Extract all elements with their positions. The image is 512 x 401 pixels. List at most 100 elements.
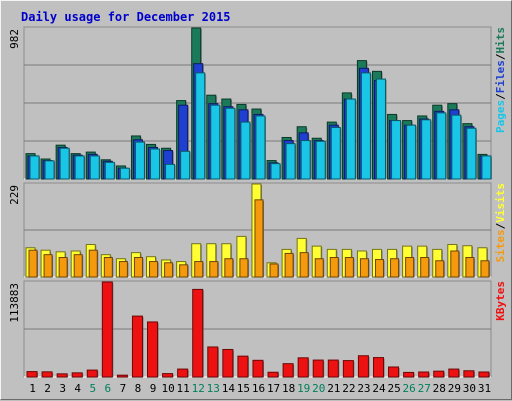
bar-kbytes-29 xyxy=(448,368,460,378)
x-label-day: 22 xyxy=(342,382,355,395)
x-label-day: 11 xyxy=(177,382,190,395)
bar-kbytes-15 xyxy=(237,355,249,378)
bar-sites-8 xyxy=(133,257,143,278)
bar-kbytes-8 xyxy=(131,315,143,378)
x-label-day: 15 xyxy=(237,382,250,395)
bar-kbytes-3 xyxy=(56,373,68,378)
axis-legend-top: Pages/Files/Hits xyxy=(494,27,507,133)
legend-separator: / xyxy=(494,222,507,229)
bar-sites-22 xyxy=(344,257,354,278)
legend-visits: Visits xyxy=(494,183,507,223)
x-label-day: 1 xyxy=(29,382,36,395)
bar-kbytes-2 xyxy=(41,371,53,378)
x-label-day: 25 xyxy=(387,382,400,395)
bar-sites-31 xyxy=(480,260,490,278)
bar-kbytes-23 xyxy=(357,355,369,378)
bar-pages-24 xyxy=(375,78,386,180)
bar-pages-16 xyxy=(255,115,266,180)
bar-pages-5 xyxy=(89,155,100,180)
bar-kbytes-7 xyxy=(116,374,128,378)
legend-separator: / xyxy=(494,93,507,100)
x-label-day: 28 xyxy=(433,382,446,395)
bar-kbytes-20 xyxy=(312,359,324,378)
bar-sites-4 xyxy=(73,254,83,278)
x-label-day: 26 xyxy=(403,382,416,395)
bar-pages-20 xyxy=(315,140,326,180)
bar-pages-6 xyxy=(104,161,115,180)
axis-legend-middle: Sites/Visits xyxy=(494,183,507,263)
bar-sites-16 xyxy=(254,199,264,278)
bar-pages-10 xyxy=(165,163,176,180)
x-label-day: 20 xyxy=(312,382,325,395)
x-label-day: 2 xyxy=(44,382,51,395)
bar-kbytes-1 xyxy=(26,371,38,378)
bar-pages-2 xyxy=(44,160,55,180)
bar-kbytes-16 xyxy=(252,359,264,378)
x-label-day: 8 xyxy=(135,382,142,395)
x-label-day: 12 xyxy=(192,382,205,395)
bar-sites-14 xyxy=(224,258,234,278)
bar-sites-9 xyxy=(149,261,159,278)
bar-sites-17 xyxy=(269,263,279,278)
bar-kbytes-25 xyxy=(388,366,400,378)
legend-hits: Hits xyxy=(494,27,507,54)
bar-sites-29 xyxy=(450,250,460,278)
bar-pages-17 xyxy=(270,163,281,180)
bar-pages-27 xyxy=(421,119,432,180)
bar-sites-15 xyxy=(239,258,249,278)
x-label-day: 18 xyxy=(282,382,295,395)
bar-kbytes-11 xyxy=(177,368,189,378)
x-label-day: 17 xyxy=(267,382,280,395)
bar-sites-18 xyxy=(284,252,294,278)
bar-pages-4 xyxy=(74,155,85,180)
bar-sites-25 xyxy=(390,258,400,278)
x-label-day: 27 xyxy=(418,382,431,395)
x-label-day: 14 xyxy=(222,382,236,395)
bar-pages-9 xyxy=(150,148,161,180)
bar-pages-23 xyxy=(360,72,371,180)
legend-kbytes: KBytes xyxy=(494,281,507,321)
bar-sites-28 xyxy=(435,260,445,278)
bar-kbytes-5 xyxy=(86,369,98,378)
bar-sites-13 xyxy=(209,261,219,278)
bar-sites-3 xyxy=(58,257,68,278)
x-label-day: 16 xyxy=(252,382,265,395)
bar-kbytes-6 xyxy=(101,281,113,378)
bar-pages-21 xyxy=(330,126,341,180)
bar-kbytes-30 xyxy=(463,370,475,378)
x-label-day: 13 xyxy=(207,382,220,395)
axis-legend-bottom: KBytes xyxy=(494,281,507,321)
bar-sites-10 xyxy=(164,262,174,278)
bar-pages-28 xyxy=(436,112,447,180)
bar-pages-12 xyxy=(195,72,206,180)
bar-pages-29 xyxy=(451,114,462,180)
x-label-day: 5 xyxy=(89,382,96,395)
x-label-day: 30 xyxy=(463,382,476,395)
series-kbytes xyxy=(26,281,490,378)
bar-sites-26 xyxy=(405,257,415,278)
bar-kbytes-24 xyxy=(372,357,384,378)
bar-sites-11 xyxy=(179,264,189,278)
legend-separator: / xyxy=(494,53,507,60)
bar-kbytes-31 xyxy=(478,371,490,378)
bar-pages-30 xyxy=(466,127,477,180)
x-label-day: 31 xyxy=(478,382,491,395)
chart-title: Daily usage for December 2015 xyxy=(21,10,231,24)
bar-pages-11 xyxy=(180,150,191,180)
series-pages xyxy=(29,72,492,180)
x-label-day: 9 xyxy=(150,382,157,395)
x-label-day: 24 xyxy=(372,382,386,395)
x-label-day: 6 xyxy=(105,382,112,395)
bar-kbytes-21 xyxy=(327,359,339,378)
bar-sites-24 xyxy=(374,259,384,278)
bar-kbytes-27 xyxy=(418,371,430,378)
bar-pages-22 xyxy=(345,98,356,180)
bar-sites-5 xyxy=(88,249,98,278)
bar-sites-2 xyxy=(43,254,53,278)
x-label-day: 3 xyxy=(59,382,66,395)
bar-sites-7 xyxy=(118,261,128,278)
panel-middle: 229 Sites/Visits xyxy=(8,182,507,278)
chart-panels: 982Pages/Files/Hits229Sites/Visits113883… xyxy=(8,26,507,378)
